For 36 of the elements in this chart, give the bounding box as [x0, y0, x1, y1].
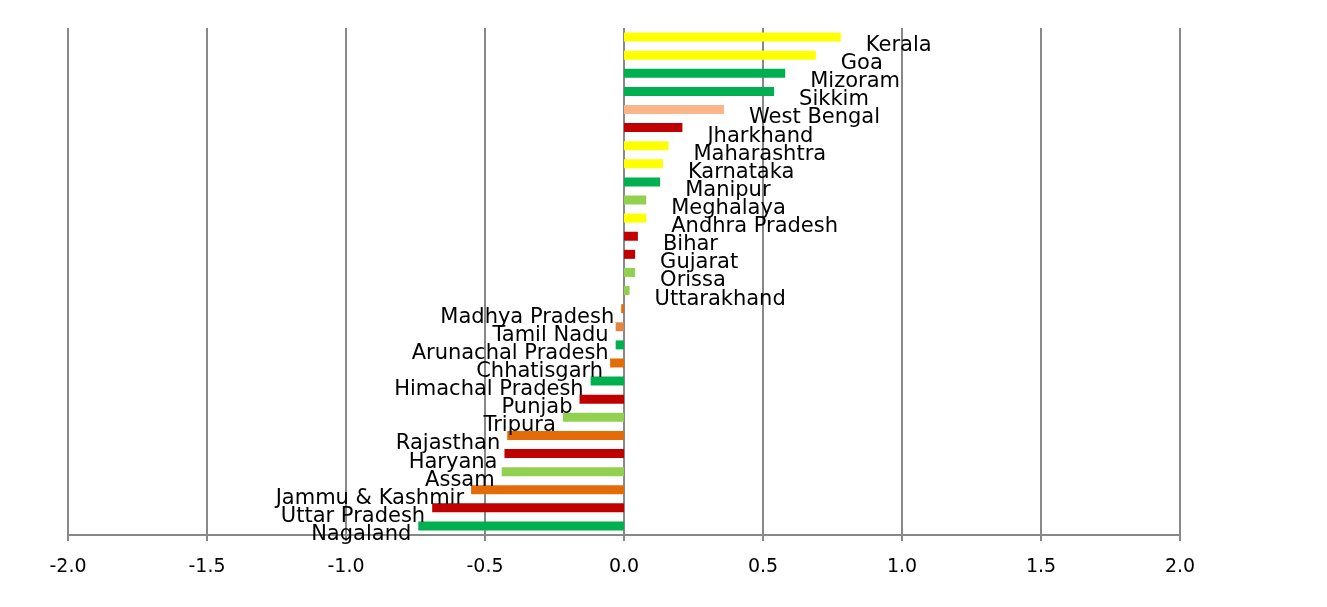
- x-tick-label: -2.0: [49, 553, 87, 576]
- bar: [624, 231, 638, 241]
- x-tick-label: -1.5: [188, 553, 226, 576]
- bar: [579, 394, 624, 404]
- bar: [610, 358, 624, 368]
- bar: [504, 449, 624, 459]
- bar: [624, 249, 636, 259]
- bar: [624, 32, 841, 42]
- bar: [624, 104, 725, 114]
- bar: [621, 304, 624, 314]
- bar: [624, 213, 647, 223]
- bar: [615, 322, 624, 332]
- bar: [501, 467, 624, 477]
- bar: [624, 123, 683, 133]
- x-tick-label: -0.5: [466, 553, 504, 576]
- bar: [432, 503, 624, 513]
- bar: [624, 177, 661, 187]
- x-tick-label: 1.0: [886, 553, 918, 576]
- x-tick-label: -1.0: [327, 553, 365, 576]
- x-tick-label: 2.0: [1164, 553, 1196, 576]
- bar: [624, 86, 775, 96]
- bar: [624, 195, 647, 205]
- y-tick-label: Punjab: [501, 394, 573, 419]
- bar: [615, 340, 624, 350]
- bar: [624, 267, 636, 277]
- x-tick-label: 1.5: [1025, 553, 1057, 576]
- x-tick-label: 0.5: [747, 553, 779, 576]
- bar: [624, 68, 786, 78]
- bar: [418, 521, 624, 531]
- bar: [624, 141, 669, 151]
- bar: [624, 159, 663, 169]
- x-tick-label: 0.0: [608, 553, 640, 576]
- bar: [624, 286, 630, 296]
- bar: [624, 50, 816, 60]
- y-tick-label: Uttarakhand: [654, 285, 786, 310]
- bar: [471, 485, 624, 495]
